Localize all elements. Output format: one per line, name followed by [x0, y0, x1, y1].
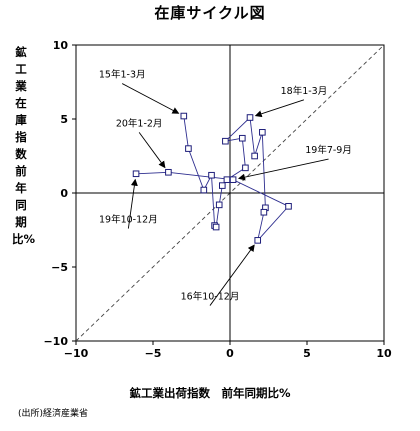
- data-point: [260, 208, 268, 216]
- annotation-label: 15年1-3月: [99, 69, 146, 81]
- y-tick-label: 10: [53, 39, 69, 52]
- data-point: [200, 186, 208, 194]
- x-tick-label: 0: [226, 347, 234, 360]
- annotation-label: 16年10-12月: [181, 291, 240, 303]
- data-point: [132, 170, 140, 178]
- annotation-label: 20年1-2月: [116, 117, 163, 129]
- data-point: [185, 145, 192, 152]
- data-point: [219, 182, 226, 189]
- annotation-label: 18年1-3月: [281, 85, 328, 97]
- annotation-arrow: [121, 83, 180, 114]
- y-tick-label: −5: [51, 261, 68, 274]
- x-tick-label: 5: [303, 347, 311, 360]
- annotation-arrow: [127, 178, 138, 229]
- data-point: [285, 203, 292, 210]
- annotation-arrow: [138, 132, 166, 169]
- data-point: [254, 237, 262, 244]
- x-tick-label: −5: [145, 347, 162, 360]
- data-point: [165, 168, 172, 176]
- x-tick-label: 10: [376, 347, 392, 360]
- annotation-arrow: [209, 244, 255, 306]
- data-point: [251, 152, 258, 160]
- annotation-label: 19年10-12月: [99, 214, 158, 226]
- annotation-label: 19年7-9月: [305, 144, 352, 156]
- annotation-arrow: [237, 158, 329, 181]
- data-point: [222, 137, 229, 145]
- y-tick-label: −10: [43, 335, 68, 348]
- data-point: [208, 171, 215, 179]
- chart-title: 在庫サイクル図: [154, 4, 266, 22]
- x-axis-label: 鉱工業出荷指数 前年同期比%: [129, 386, 291, 400]
- data-point: [239, 134, 246, 142]
- data-point: [212, 223, 220, 231]
- source-note: (出所)経済産業省: [18, 409, 89, 419]
- annotation-arrow: [254, 99, 305, 118]
- data-point: [246, 114, 254, 121]
- x-tick-label: −10: [64, 347, 89, 360]
- data-point: [223, 176, 231, 183]
- y-tick-label: 0: [60, 187, 68, 200]
- data-point: [242, 164, 249, 172]
- data-point: [180, 112, 188, 120]
- data-point: [259, 129, 266, 136]
- series-line: [136, 115, 290, 242]
- y-tick-label: 5: [60, 113, 68, 126]
- data-point: [229, 176, 237, 183]
- data-point: [215, 201, 223, 209]
